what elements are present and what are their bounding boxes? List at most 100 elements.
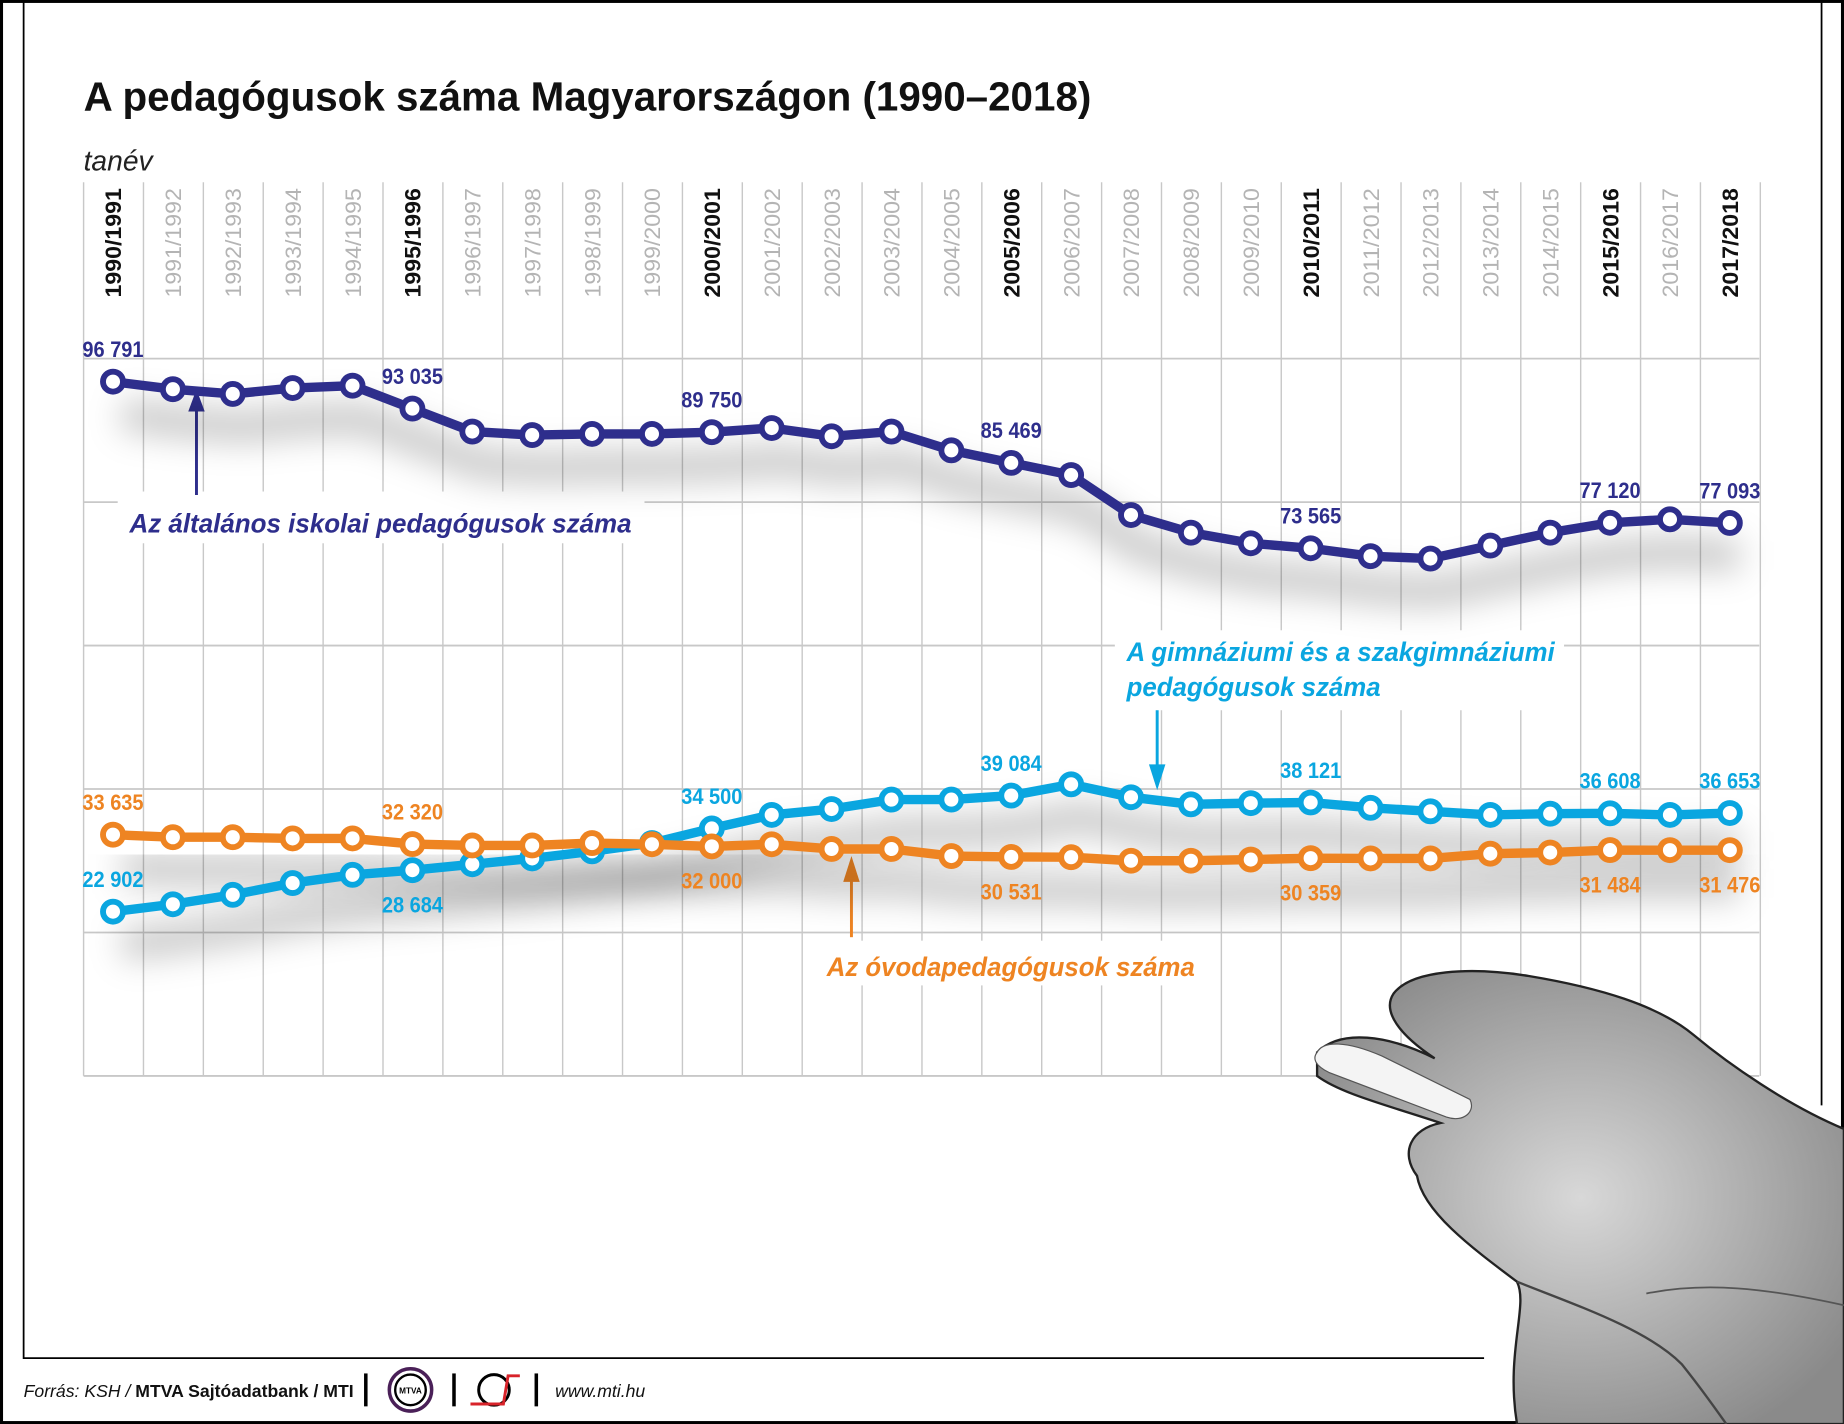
data-point xyxy=(698,833,725,860)
data-point xyxy=(1118,784,1144,811)
data-point xyxy=(1237,530,1264,557)
data-point xyxy=(1357,845,1384,872)
x-tick-label: 2006/2007 xyxy=(1059,188,1084,297)
data-point xyxy=(1058,844,1085,871)
data-point xyxy=(1357,543,1384,570)
data-point xyxy=(1118,502,1144,528)
data-label: 73 565 xyxy=(1280,504,1341,529)
data-label: 39 084 xyxy=(981,751,1043,776)
data-point xyxy=(1597,837,1624,864)
x-tick-label: 2014/2015 xyxy=(1538,188,1563,297)
data-point xyxy=(459,418,486,445)
data-point xyxy=(639,420,665,447)
arrow-down-icon xyxy=(1148,764,1166,791)
annotations: Az általános iskolai pedagógusok száma A… xyxy=(117,389,1565,986)
data-point xyxy=(100,898,126,925)
x-tick-label: 2001/2002 xyxy=(760,188,785,297)
data-point xyxy=(1417,798,1444,825)
source-bold: MTVA Sajtóadatbank / MTI xyxy=(135,1381,353,1401)
data-point xyxy=(1477,840,1504,867)
x-tick-label: 2005/2006 xyxy=(999,188,1024,297)
data-point xyxy=(1177,519,1204,546)
data-label: 31 476 xyxy=(1699,872,1760,897)
series-line xyxy=(112,376,1731,564)
data-point xyxy=(579,830,605,857)
source-prefix: Forrás: KSH / xyxy=(24,1381,136,1401)
x-tick-label: 1996/1997 xyxy=(461,188,486,297)
data-point xyxy=(219,824,246,851)
data-point xyxy=(698,419,725,446)
x-tick-label: 2016/2017 xyxy=(1658,188,1683,297)
data-point xyxy=(938,437,965,464)
data-point xyxy=(998,844,1025,870)
data-point xyxy=(1657,837,1683,864)
x-tick-label: 1993/1994 xyxy=(281,188,306,297)
data-point xyxy=(878,836,905,862)
data-label: 36 608 xyxy=(1579,769,1640,794)
x-tick-label: 2004/2005 xyxy=(940,188,965,297)
x-tick-label: 2000/2001 xyxy=(700,188,725,297)
data-point xyxy=(639,831,665,858)
annotation-gimnazium-line2: pedagógusok száma xyxy=(1126,672,1381,702)
data-label: 34 500 xyxy=(681,784,742,809)
x-tick-label: 2015/2016 xyxy=(1598,188,1623,297)
data-point xyxy=(159,376,186,403)
data-point xyxy=(399,857,426,884)
x-tick-label: 2010/2011 xyxy=(1299,188,1324,297)
annotation-gimnazium-line1: A gimnáziumi és a szakgimnáziumi xyxy=(1126,637,1555,667)
x-tick-label: 2003/2004 xyxy=(880,188,905,297)
footer: Forrás: KSH / MTVA Sajtóadatbank / MTI M… xyxy=(24,1366,645,1413)
data-point xyxy=(1537,519,1564,546)
data-point xyxy=(279,375,306,401)
data-point xyxy=(399,831,426,858)
data-label: 93 035 xyxy=(382,364,443,389)
series-line xyxy=(112,829,1730,866)
data-point xyxy=(399,395,426,422)
data-point xyxy=(1417,845,1444,872)
chart-title: A pedagógusok száma Magyarországon (1990… xyxy=(84,74,1092,120)
data-point xyxy=(1297,845,1324,872)
data-point xyxy=(818,423,845,450)
data-point xyxy=(159,824,186,851)
x-tick-label: 1991/1992 xyxy=(161,188,186,297)
data-point xyxy=(1657,506,1683,533)
data-point xyxy=(339,372,366,399)
data-labels: 96 791 93 035 89 750 85 469 73 565 77 120 77 0… xyxy=(82,337,1760,918)
data-point xyxy=(219,380,246,407)
data-point xyxy=(1597,509,1624,536)
x-tick-label: 2002/2003 xyxy=(820,188,845,297)
annotation-ovoda: Az óvodapedagógusok száma xyxy=(826,952,1195,982)
x-tick-label: 1990/1991 xyxy=(101,188,126,297)
data-label: 32 000 xyxy=(681,869,742,894)
data-point xyxy=(1716,510,1743,536)
data-point xyxy=(1597,800,1624,827)
data-point xyxy=(878,418,905,445)
data-point xyxy=(1297,535,1324,562)
data-point xyxy=(100,368,126,395)
data-label: 33 635 xyxy=(82,790,143,815)
data-point xyxy=(1297,789,1324,816)
data-label: 30 359 xyxy=(1280,881,1341,906)
series-group xyxy=(100,368,1743,925)
series-line xyxy=(112,779,1730,917)
data-point xyxy=(1657,801,1683,828)
svg-text:MTVA: MTVA xyxy=(399,1386,422,1395)
data-point xyxy=(339,825,366,852)
x-tick-label: 1994/1995 xyxy=(341,188,366,297)
x-tick-label: 1992/1993 xyxy=(221,188,246,297)
url-link[interactable]: www.mti.hu xyxy=(555,1381,645,1401)
arrow-up-icon xyxy=(188,389,205,412)
data-point xyxy=(1357,794,1384,821)
data-point xyxy=(459,832,486,859)
data-label: 38 121 xyxy=(1280,758,1341,783)
data-label: 89 750 xyxy=(681,387,742,412)
data-point xyxy=(1537,839,1564,866)
x-tick-label: 2012/2013 xyxy=(1419,188,1444,297)
x-tick-label: 1999/2000 xyxy=(640,188,665,297)
data-point xyxy=(1237,790,1264,817)
data-point xyxy=(100,821,126,848)
data-point xyxy=(998,449,1025,476)
data-point xyxy=(1477,532,1504,559)
x-tick-label: 2007/2008 xyxy=(1119,188,1144,297)
